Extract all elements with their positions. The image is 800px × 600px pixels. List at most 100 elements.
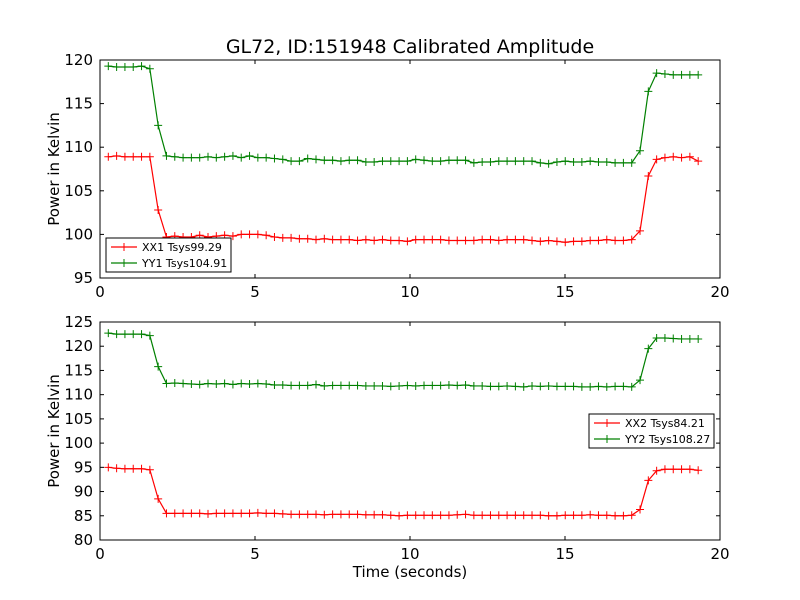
data-point-marker [154, 494, 163, 503]
data-point-marker [395, 236, 404, 245]
data-point-marker [627, 158, 636, 167]
data-point-marker [478, 381, 487, 390]
data-point-marker [436, 511, 445, 520]
data-point-marker [536, 158, 545, 167]
data-point-marker [370, 158, 379, 167]
legend-marker [120, 243, 128, 251]
data-point-marker [328, 156, 337, 165]
data-point-marker [295, 381, 304, 390]
data-point-marker [104, 329, 113, 338]
data-point-marker [552, 237, 561, 246]
data-point-marker [519, 511, 528, 520]
data-point-marker [170, 379, 179, 388]
data-point-marker [461, 236, 470, 245]
legend-box [588, 413, 715, 449]
data-point-marker [220, 379, 229, 388]
data-point-marker [154, 205, 163, 214]
data-point-marker [669, 334, 678, 343]
data-point-marker [303, 510, 312, 519]
data-point-marker [453, 156, 462, 165]
data-point-marker [577, 158, 586, 167]
data-point-marker [469, 236, 478, 245]
data-point-marker [577, 511, 586, 520]
data-point-marker [312, 380, 321, 389]
data-point-marker [652, 155, 661, 164]
data-point-marker [511, 157, 520, 166]
data-point-marker [120, 62, 129, 71]
legend: XX1 Tsys99.29 YY1 Tsys104.91 [105, 237, 232, 273]
data-point-marker [494, 236, 503, 245]
data-point-marker [652, 466, 661, 475]
data-point-marker [660, 465, 669, 474]
data-point-marker [220, 509, 229, 518]
data-point-marker [677, 70, 686, 79]
data-point-marker [204, 379, 213, 388]
data-point-marker [195, 153, 204, 162]
x-tick-label: 0 [95, 283, 105, 301]
data-point-marker [411, 235, 420, 244]
data-point-marker [378, 510, 387, 519]
data-point-marker [602, 235, 611, 244]
data-point-marker [644, 344, 653, 353]
data-point-marker [295, 157, 304, 166]
data-point-marker [353, 156, 362, 165]
data-point-marker [328, 510, 337, 519]
data-point-marker [137, 464, 146, 473]
data-point-marker [312, 235, 321, 244]
data-point-marker [420, 511, 429, 520]
data-point-marker [677, 334, 686, 343]
data-point-marker [586, 382, 595, 391]
data-point-marker [370, 381, 379, 390]
data-point-marker [129, 330, 138, 339]
data-point-marker [228, 232, 237, 241]
data-point-marker [619, 382, 628, 391]
data-point-marker [694, 70, 703, 79]
data-point-marker [511, 382, 520, 391]
data-point-marker [552, 158, 561, 167]
data-point-marker [469, 158, 478, 167]
data-point-marker [436, 235, 445, 244]
data-point-marker [428, 381, 437, 390]
data-point-marker [403, 157, 412, 166]
data-point-marker [503, 157, 512, 166]
data-point-marker [386, 511, 395, 520]
data-point-marker [237, 230, 246, 239]
data-point-marker [228, 380, 237, 389]
data-point-marker [312, 510, 321, 519]
data-point-marker [395, 157, 404, 166]
data-point-marker [627, 382, 636, 391]
y-tick-label: 100 [64, 225, 93, 243]
data-point-marker [511, 511, 520, 520]
y-tick-label: 110 [64, 138, 93, 156]
data-point-marker [228, 509, 237, 518]
data-point-marker [353, 381, 362, 390]
data-point-marker [303, 381, 312, 390]
data-point-marker [428, 511, 437, 520]
data-point-marker [561, 238, 570, 247]
data-point-marker [145, 465, 154, 474]
data-point-marker [411, 155, 420, 164]
data-point-marker [253, 379, 262, 388]
data-point-marker [270, 154, 279, 163]
data-point-marker [253, 153, 262, 162]
data-point-marker [469, 511, 478, 520]
data-point-marker [361, 158, 370, 167]
data-point-marker [561, 382, 570, 391]
data-point-marker [278, 509, 287, 518]
data-point-marker [145, 64, 154, 73]
axes-frame [99, 321, 721, 541]
data-point-marker [461, 510, 470, 519]
data-point-marker [619, 158, 628, 167]
data-point-marker [428, 235, 437, 244]
data-point-marker [536, 511, 545, 520]
y-tick-label: 105 [64, 182, 93, 200]
data-point-marker [528, 236, 537, 245]
data-point-marker [170, 152, 179, 161]
data-point-marker [328, 381, 337, 390]
data-point-marker [270, 233, 279, 242]
data-point-marker [528, 511, 537, 520]
data-point-marker [644, 476, 653, 485]
data-point-marker [104, 463, 113, 472]
data-point-marker [120, 152, 129, 161]
data-point-marker [270, 380, 279, 389]
